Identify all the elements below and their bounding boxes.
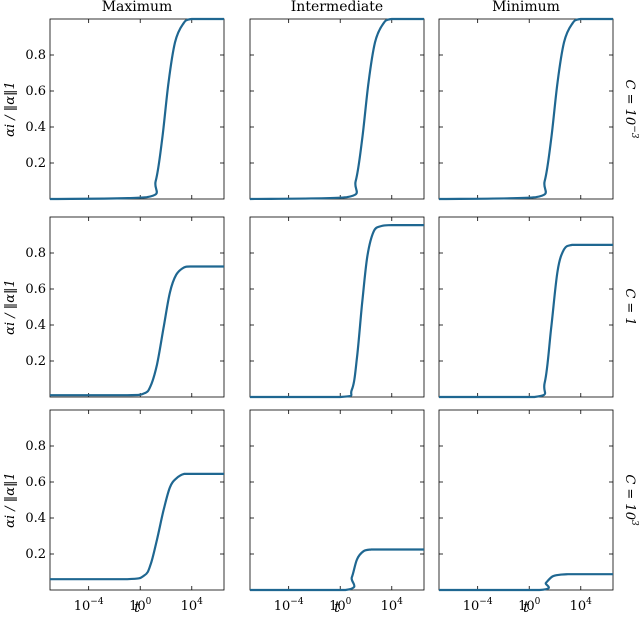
x-tick-label: 104: [181, 597, 204, 614]
x-tick-label: 10−4: [274, 597, 304, 614]
x-axis-label: t: [334, 598, 341, 616]
series-line: [50, 265, 224, 397]
y-tick-label: 0.6: [25, 84, 46, 99]
x-axis-label: t: [523, 598, 530, 616]
y-axis-label: αi / ‖α‖1: [3, 279, 18, 335]
series-line: [439, 573, 613, 592]
y-tick-label: 0.8: [25, 439, 46, 454]
panel-frame: [49, 216, 225, 398]
y-tick-label: 0.4: [25, 120, 46, 135]
series-line: [249, 17, 424, 201]
y-tick-label: 0.2: [25, 547, 46, 562]
panel-frame: [438, 18, 614, 200]
x-tick-label: 100: [329, 597, 352, 614]
x-tick-label: 10−4: [463, 597, 493, 614]
series-line: [438, 17, 613, 201]
y-tick-label: 0.4: [25, 511, 46, 526]
series-line: [250, 548, 424, 592]
panel-frame: [249, 409, 425, 591]
row-label: C = 10−3: [622, 80, 639, 139]
series-line: [49, 17, 224, 201]
panel-frame: [249, 18, 425, 200]
x-axis-label: t: [134, 598, 141, 616]
y-tick-label: 0.4: [25, 318, 46, 333]
panel-frame: [49, 409, 225, 591]
x-tick-label: 100: [518, 597, 541, 614]
series-line: [439, 243, 613, 399]
y-tick-label: 0.6: [25, 475, 46, 490]
series-line: [250, 223, 424, 399]
x-tick-label: 104: [381, 597, 404, 614]
column-title: Minimum: [492, 0, 560, 15]
y-tick-label: 0.8: [25, 48, 46, 63]
column-title: Maximum: [102, 0, 173, 15]
series-line: [50, 472, 224, 581]
column-title: Intermediate: [291, 0, 383, 15]
y-tick-label: 0.2: [25, 354, 46, 369]
row-label: C = 1: [622, 288, 637, 325]
x-tick-label: 10−4: [74, 597, 104, 614]
panel-frame: [49, 18, 225, 200]
x-tick-label: 104: [570, 597, 593, 614]
panel-frame: [438, 409, 614, 591]
x-tick-label: 100: [129, 597, 152, 614]
y-axis-label: αi / ‖α‖1: [3, 81, 18, 137]
panel-frame: [249, 216, 425, 398]
y-tick-label: 0.6: [25, 282, 46, 297]
row-label: C = 103: [622, 474, 639, 526]
y-tick-label: 0.8: [25, 246, 46, 261]
y-tick-label: 0.2: [25, 156, 46, 171]
y-axis-label: αi / ‖α‖1: [3, 472, 18, 528]
